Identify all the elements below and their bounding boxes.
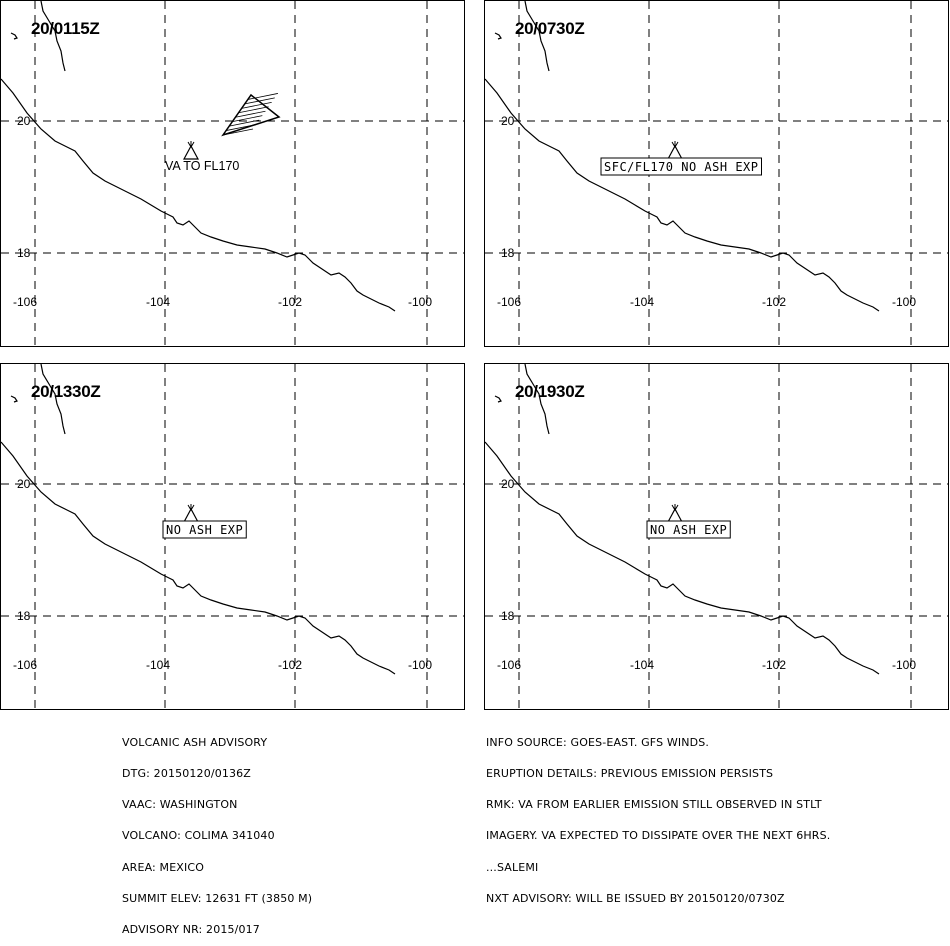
advisory-line: AREA: MEXICO [122, 860, 205, 874]
lon-tick-label: -102 [762, 658, 786, 672]
coastline [524, 1, 550, 72]
map-graphics: -106 -104 -102 -100 20 18 VA TO FL170 [1, 1, 464, 346]
ash-hatch [222, 128, 254, 136]
lon-tick-label: -106 [497, 658, 521, 672]
lon-tick-label: -100 [892, 658, 916, 672]
ash-hatch [238, 106, 269, 114]
advisory-line: INFO SOURCE: GOES-EAST. GFS WINDS. [486, 735, 710, 749]
map-graphics: -106 -104 -102 -100 20 18 SFC/FL170 NO ASH EXP [485, 1, 948, 346]
coastline [1, 78, 396, 312]
ash-hatch [244, 97, 275, 105]
coastline [40, 1, 66, 72]
lat-tick-label: 18 [501, 609, 515, 623]
lat-tick-label: 18 [17, 246, 31, 260]
ash-hatch [229, 119, 260, 127]
lat-tick-label: 20 [501, 114, 515, 128]
lat-tick-label: 20 [17, 114, 31, 128]
volcano-icon [182, 141, 200, 160]
volcano-label: VA TO FL170 [165, 159, 239, 173]
forecast-label: SFC/FL170 NO ASH EXP [604, 160, 759, 174]
lon-tick-label: -104 [146, 658, 170, 672]
lon-tick-label: -104 [630, 295, 654, 309]
ash-outline [221, 93, 281, 137]
advisory-line: ...SALEMI [486, 860, 539, 874]
lon-tick-label: -106 [13, 658, 37, 672]
ash-cloud-polygon [221, 93, 281, 137]
advisory-line: DTG: 20150120/0136Z [122, 767, 251, 781]
advisory-line: IMAGERY. VA EXPECTED TO DISSIPATE OVER T… [486, 829, 831, 843]
lon-tick-label: -100 [408, 658, 432, 672]
lon-tick-label: -102 [762, 295, 786, 309]
ash-hatch [241, 101, 272, 109]
lon-tick-label: -100 [892, 295, 916, 309]
lat-tick-label: 20 [17, 477, 31, 491]
volcano-icon [666, 504, 684, 523]
coastline [485, 441, 880, 675]
volcano-plume [187, 141, 195, 148]
island [494, 395, 502, 403]
coastline [485, 78, 880, 312]
advisory-line: VOLCANIC ASH ADVISORY [122, 735, 268, 749]
volcano-icon [666, 141, 684, 160]
lat-tick-label: 18 [501, 246, 515, 260]
lon-tick-label: -106 [13, 295, 37, 309]
volcano-plume [671, 504, 679, 511]
map-panel-4: -106 -104 -102 -100 20 18 NO ASH EXP 20/1930Z [484, 363, 949, 710]
map-graphics: -106 -104 -102 -100 20 18 NO ASH EXP [1, 364, 464, 709]
lat-tick-label: 18 [17, 609, 31, 623]
advisory-line: ERUPTION DETAILS: PREVIOUS EMISSION PERS… [486, 767, 774, 781]
volcano-triangle [182, 144, 200, 160]
coastline [524, 364, 550, 435]
lon-tick-label: -102 [278, 658, 302, 672]
map-panel-2: -106 -104 -102 -100 20 18 SFC/FL170 NO ASH EXP… [484, 0, 949, 347]
coastline [40, 364, 66, 435]
map-panel-3: -106 -104 -102 -100 20 18 NO ASH EXP 20/1330Z [0, 363, 465, 710]
forecast-label-box [162, 520, 247, 539]
map-graphics: -106 -104 -102 -100 20 18 NO ASH EXP [485, 364, 948, 709]
island [494, 32, 502, 40]
advisory-line: NXT ADVISORY: WILL BE ISSUED BY 20150120… [486, 891, 785, 905]
lon-tick-label: -102 [278, 295, 302, 309]
advisory-line: VOLCANO: COLIMA 341040 [122, 829, 275, 843]
panel-time: 20/0730Z [515, 19, 585, 38]
volcano-icon [182, 504, 200, 523]
lon-tick-label: -100 [408, 295, 432, 309]
advisory-left-text: VOLCANIC ASH ADVISORY DTG: 20150120/0136… [122, 717, 312, 946]
volcano-plume [187, 504, 195, 511]
ash-hatch [247, 93, 278, 100]
lon-tick-label: -106 [497, 295, 521, 309]
advisory-line: ADVISORY NR: 2015/017 [122, 923, 260, 937]
advisory-line: VAAC: WASHINGTON [122, 798, 238, 812]
advisory-right-text: INFO SOURCE: GOES-EAST. GFS WINDS. ERUPT… [486, 717, 830, 915]
island [10, 32, 18, 40]
forecast-label: NO ASH EXP [650, 523, 727, 537]
lat-tick-label: 20 [501, 477, 515, 491]
ash-hatch [226, 124, 257, 131]
forecast-label-box [646, 520, 731, 539]
panel-time: 20/1330Z [31, 382, 101, 401]
island [10, 395, 18, 403]
ash-hatch [232, 115, 263, 123]
coastline [1, 441, 396, 675]
forecast-label: NO ASH EXP [166, 523, 243, 537]
map-panel-1: -106 -104 -102 -100 20 18 VA TO FL170 20/0115Z [0, 0, 465, 347]
advisory-line: RMK: VA FROM EARLIER EMISSION STILL OBSE… [486, 798, 822, 812]
lon-tick-label: -104 [146, 295, 170, 309]
volcano-plume [671, 141, 679, 148]
panel-time: 20/1930Z [515, 382, 585, 401]
panel-time: 20/0115Z [31, 19, 100, 38]
advisory-line: SUMMIT ELEV: 12631 FT (3850 M) [122, 891, 313, 905]
lon-tick-label: -104 [630, 658, 654, 672]
forecast-label-box [600, 157, 762, 176]
ash-hatch [235, 110, 266, 118]
